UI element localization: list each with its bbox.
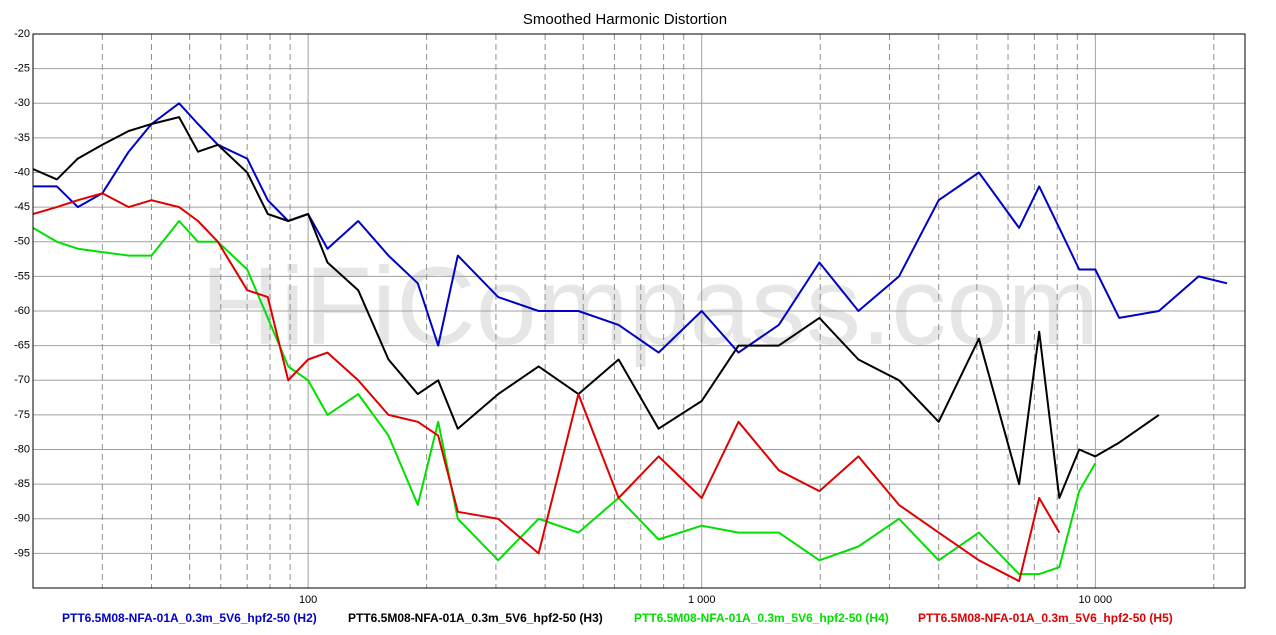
y-tick-label: -60 [14,305,30,317]
legend-entry: PTT6.5M08-NFA-01A_0.3m_5V6_hpf2-50 (H4) [634,611,889,625]
legend-entry: PTT6.5M08-NFA-01A_0.3m_5V6_hpf2-50 (H3) [348,611,603,625]
y-tick-label: -45 [14,201,30,213]
series-line [33,192,1061,583]
y-tick-label: -95 [14,547,30,559]
series-line [33,116,1160,499]
x-tick-label: 1 000 [688,594,716,606]
legend-entry: PTT6.5M08-NFA-01A_0.3m_5V6_hpf2-50 (H5) [918,611,1173,625]
series-line [33,102,1228,354]
y-tick-label: -35 [14,132,30,144]
watermark: HiFiCompass.com [201,245,1099,368]
y-tick-label: -50 [14,236,30,248]
y-tick-label: -80 [14,443,30,455]
y-tick-label: -55 [14,270,30,282]
x-tick-label: 100 [299,594,317,606]
y-tick-label: -20 [14,28,30,40]
y-tick-label: -30 [14,97,30,109]
y-tick-label: -75 [14,409,30,421]
y-tick-label: -65 [14,340,30,352]
y-tick-label: -25 [14,63,30,75]
chart-title: Smoothed Harmonic Distortion [523,11,727,28]
y-tick-label: -85 [14,478,30,490]
y-tick-label: -70 [14,374,30,386]
plot-frame [32,33,1246,589]
series-line [33,220,1097,576]
y-tick-label: -40 [14,166,30,178]
x-tick-label: 10 000 [1079,594,1113,606]
labels: -20 -25 -30 -35 -40 -45 -50 -55 -60 -65 -70 -75 -80 -… [14,28,1173,625]
y-tick-label: -90 [14,513,30,525]
plot-lines [33,102,1228,583]
legend-entry: PTT6.5M08-NFA-01A_0.3m_5V6_hpf2-50 (H2) [62,611,317,625]
